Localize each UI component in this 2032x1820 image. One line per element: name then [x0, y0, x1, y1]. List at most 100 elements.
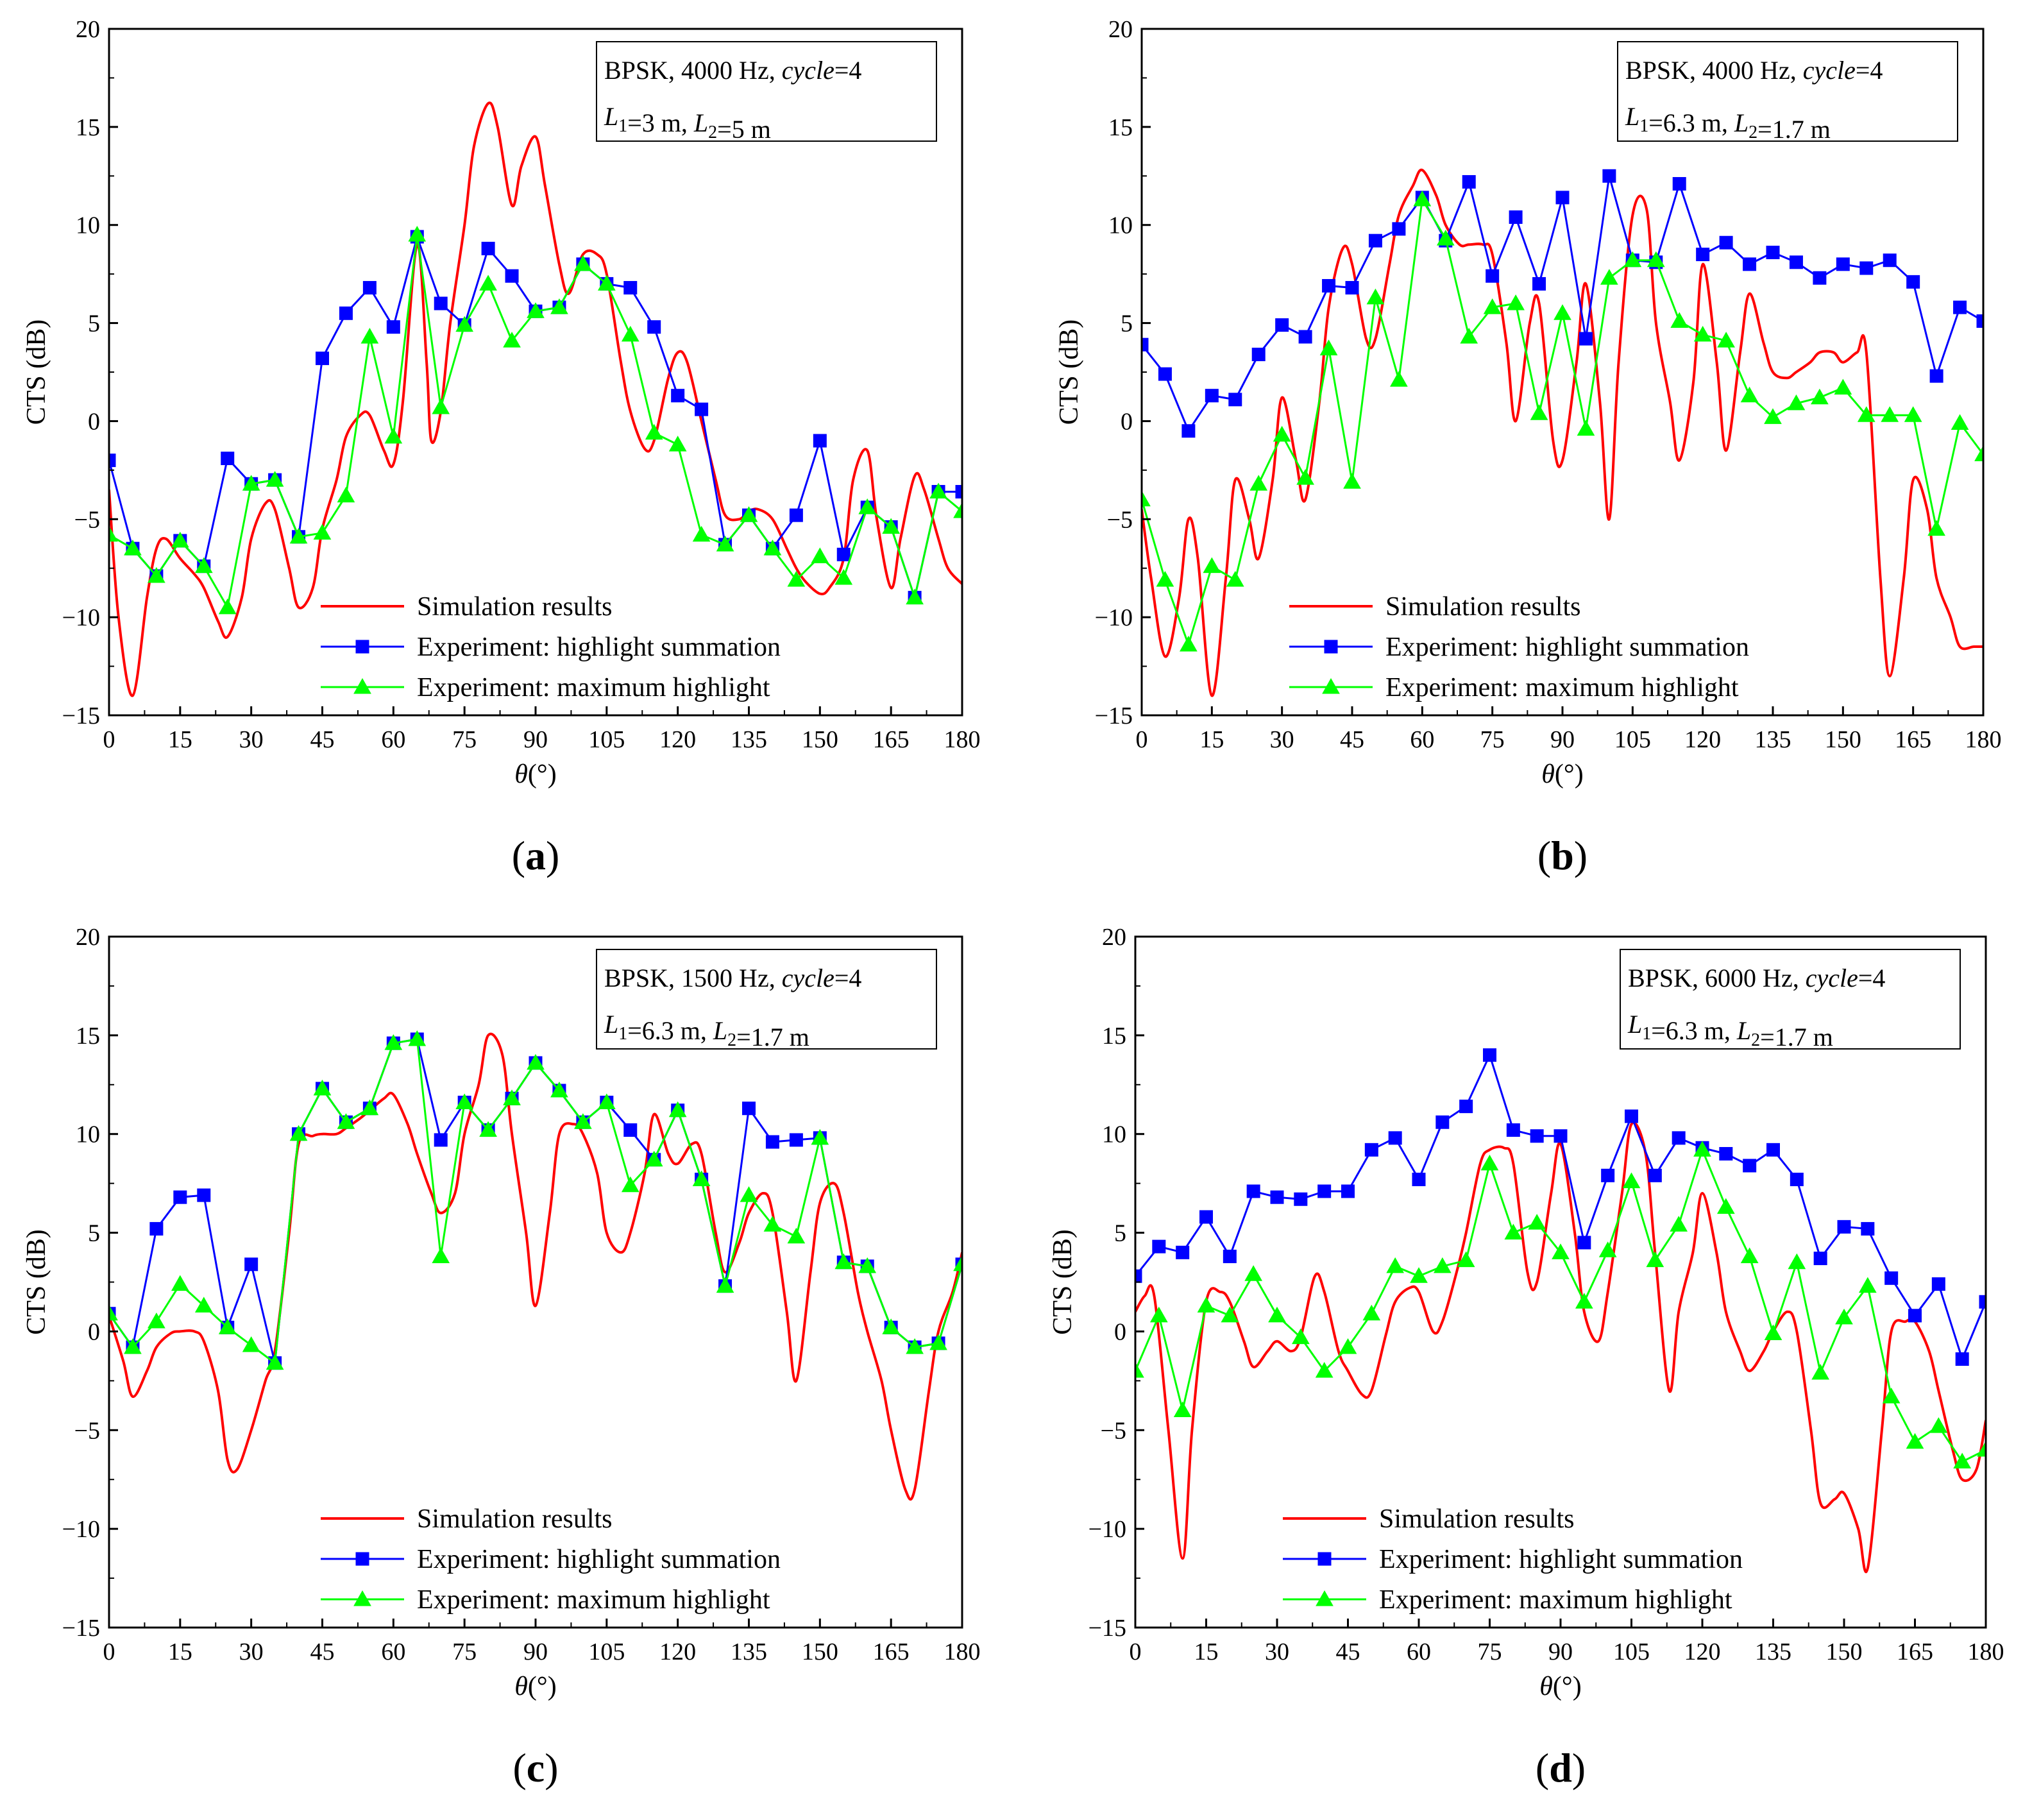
maximum-point — [811, 1128, 829, 1145]
maximum-point — [1600, 269, 1618, 285]
y-axis-label: CTS (dB) — [1048, 1229, 1078, 1335]
y-tick-label: 10 — [1102, 1121, 1126, 1148]
maximum-point — [1149, 1306, 1168, 1323]
maximum-point — [1433, 1257, 1452, 1273]
series-highlight-summation — [1135, 1048, 1986, 1366]
maximum-point — [408, 1030, 427, 1046]
summation-point — [1884, 1271, 1899, 1285]
annotation-box — [1617, 41, 1958, 142]
maximum-point — [1977, 1441, 1986, 1457]
y-tick-label: 0 — [88, 408, 100, 435]
maximum-point — [929, 1334, 947, 1350]
maximum-point — [645, 1150, 663, 1167]
x-tick-label: 60 — [1410, 726, 1434, 753]
x-tick-label: 15 — [1199, 726, 1224, 753]
maximum-point — [337, 486, 355, 503]
maximum-point — [882, 1318, 901, 1334]
summation-line — [109, 234, 962, 602]
annotation-box — [596, 41, 937, 142]
summation-point — [1602, 169, 1616, 183]
x-tick-label: 30 — [239, 1638, 264, 1665]
summation-point — [1135, 1269, 1142, 1283]
x-tick-label: 45 — [1340, 726, 1364, 753]
y-tick-label: −5 — [1107, 506, 1133, 533]
maximum-point — [1530, 404, 1548, 420]
y-tick-label: 5 — [88, 310, 100, 337]
summation-point — [1341, 1184, 1355, 1198]
summation-point — [1392, 222, 1406, 236]
maximum-point — [266, 471, 284, 487]
summation-point — [1486, 269, 1500, 283]
maximum-point — [1413, 190, 1432, 207]
legend-marker — [353, 677, 371, 694]
summation-point — [1412, 1172, 1426, 1186]
maximum-point — [1343, 473, 1361, 489]
x-tick-label: 90 — [1548, 1638, 1573, 1665]
maximum-point — [1693, 1141, 1711, 1157]
x-tick-label: 45 — [310, 726, 335, 753]
x-tick-label: 165 — [1897, 1638, 1933, 1665]
series-simulation — [1135, 1121, 1986, 1574]
summation-point — [1908, 1309, 1922, 1323]
summation-point — [362, 281, 377, 295]
maximum-point — [218, 598, 237, 615]
maximum-point — [337, 1113, 355, 1129]
summation-point — [813, 434, 827, 448]
summation-point — [789, 508, 803, 522]
chart-panel-d: 0 15 30 45 60 75 90 105 120 135 150 165 180−15−10−50… — [1048, 924, 2004, 1790]
summation-point — [671, 389, 685, 403]
maximum-point — [1882, 1387, 1901, 1404]
series-highlight-summation — [109, 1032, 962, 1370]
maximum-point — [1221, 1306, 1239, 1323]
annotation-line-2: L1=6.3 m, L2=1.7 m — [1627, 1010, 1833, 1051]
x-tick-label: 0 — [1130, 1638, 1142, 1665]
maximum-point — [1764, 1324, 1782, 1341]
maximum-point — [194, 557, 213, 574]
maximum-point — [597, 1093, 616, 1109]
maximum-point — [787, 571, 806, 587]
maximum-point — [503, 1089, 521, 1105]
maximum-point — [384, 427, 403, 444]
series-maximum-highlight — [109, 1030, 962, 1370]
x-tick-label: 180 — [944, 726, 981, 753]
panel-label: (d) — [1536, 1745, 1586, 1790]
y-tick-label: −15 — [1088, 1615, 1126, 1642]
maximum-point — [597, 275, 616, 291]
summation-point — [1859, 261, 1874, 275]
legend-label: Experiment: highlight summation — [417, 1545, 781, 1574]
y-tick-label: 20 — [76, 16, 100, 43]
maximum-point — [148, 1313, 165, 1329]
maximum-point — [242, 1336, 260, 1352]
summation-point — [1719, 235, 1733, 250]
maximum-point — [1906, 1433, 1924, 1449]
maximum-point — [621, 325, 639, 342]
summation-point — [1251, 347, 1266, 361]
y-tick-label: 10 — [1108, 212, 1133, 239]
y-axis-label: CTS (dB) — [22, 319, 51, 425]
maximum-point — [1436, 230, 1455, 246]
maximum-point — [1390, 371, 1408, 387]
x-tick-label: 165 — [873, 726, 910, 753]
summation-point — [836, 547, 851, 561]
maximum-point — [455, 1093, 474, 1109]
maximum-point — [1835, 1308, 1853, 1325]
summation-point — [1152, 1239, 1166, 1254]
maximum-point — [834, 1253, 853, 1270]
x-tick-label: 135 — [1755, 1638, 1791, 1665]
y-tick-label: −5 — [74, 1417, 100, 1444]
x-tick-label: 180 — [1965, 726, 2002, 753]
summation-point — [1861, 1221, 1875, 1236]
summation-point — [434, 296, 448, 310]
x-tick-label: 0 — [103, 1638, 115, 1665]
summation-point — [1813, 1252, 1827, 1266]
summation-point — [339, 306, 353, 320]
maximum-point — [1575, 1293, 1593, 1309]
x-tick-label: 120 — [1684, 1638, 1721, 1665]
summation-point — [1979, 1295, 1986, 1309]
summation-point — [1601, 1168, 1615, 1182]
maximum-point — [455, 316, 474, 332]
summation-point — [197, 1188, 211, 1202]
maximum-point — [1857, 406, 1875, 422]
summation-point — [1181, 424, 1196, 438]
y-tick-label: 10 — [76, 1121, 100, 1148]
